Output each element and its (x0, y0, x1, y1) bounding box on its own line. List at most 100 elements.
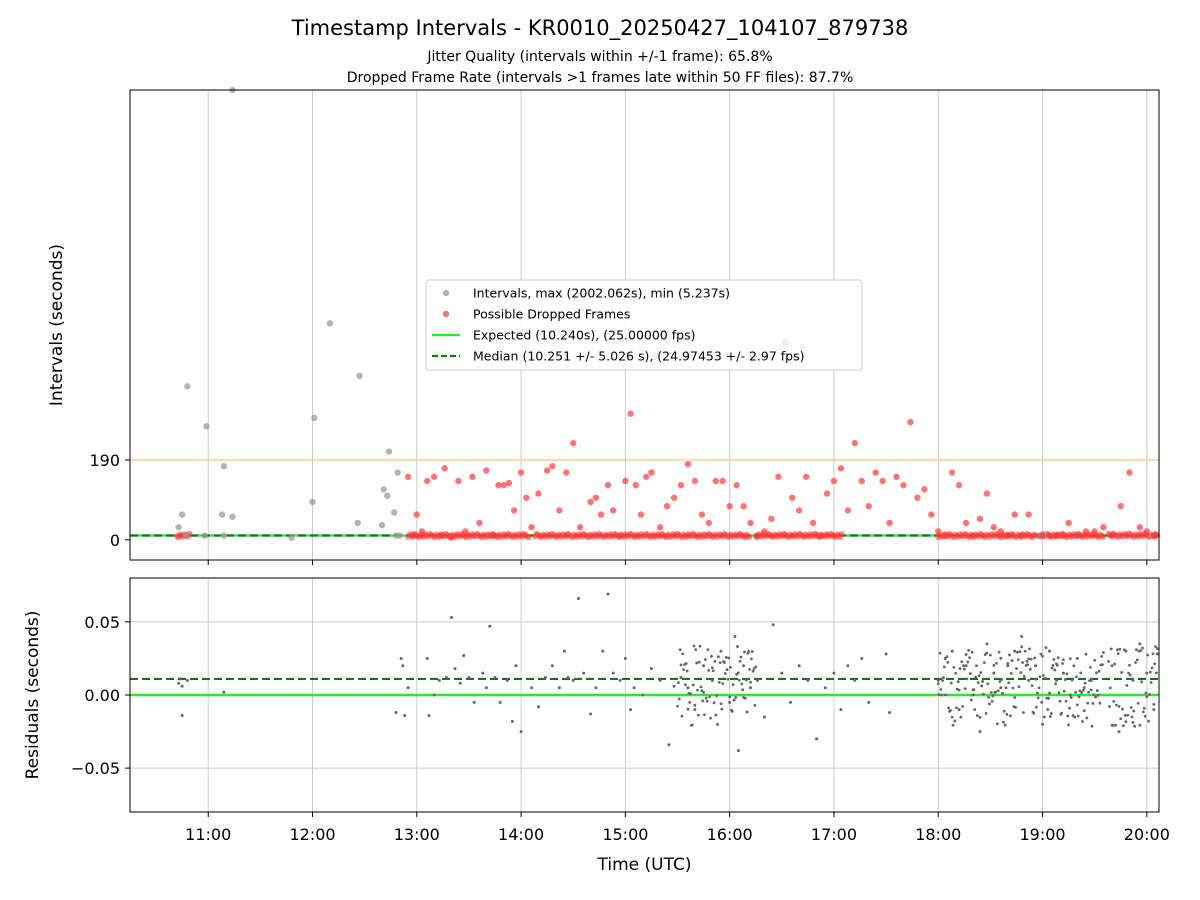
residual-point (754, 665, 758, 669)
residual-point (498, 700, 502, 704)
residual-point (738, 659, 742, 663)
residual-point (984, 711, 988, 715)
dropped-frame-point (907, 418, 914, 426)
dropped-frame-point (1074, 532, 1081, 539)
residual-point (530, 686, 534, 690)
top-y-tick-label: 190 (89, 451, 120, 470)
residual-point (723, 672, 727, 675)
residual-point (985, 651, 989, 655)
residual-point (594, 686, 598, 690)
interval-point (220, 463, 228, 470)
legend-label: Possible Dropped Frames (473, 307, 630, 322)
residual-point (1082, 709, 1086, 713)
residual-point (711, 669, 715, 673)
residual-point (939, 688, 943, 691)
residual-point (1034, 664, 1038, 668)
residual-point (686, 686, 690, 690)
residual-point (732, 698, 736, 702)
residual-point (1006, 662, 1010, 665)
dropped-frame-point (1004, 532, 1011, 539)
residual-point (576, 596, 580, 600)
residual-point (716, 655, 720, 659)
residual-point (1025, 660, 1029, 663)
dropped-frame-point (592, 494, 600, 501)
residual-point (1041, 722, 1045, 726)
residual-point (649, 667, 653, 671)
residual-point (1015, 667, 1018, 671)
residual-point (472, 700, 476, 704)
residual-point (1150, 666, 1154, 670)
dropped-frame-point (886, 519, 893, 527)
residual-point (797, 664, 801, 668)
residual-point (676, 681, 680, 684)
residual-point (705, 699, 709, 703)
dropped-frame-point (955, 481, 963, 489)
residual-point (753, 703, 757, 707)
residual-point (975, 664, 978, 668)
residual-point (1048, 715, 1052, 718)
residual-point (589, 712, 593, 716)
dropped-frame-point (1046, 532, 1053, 539)
dropped-frame-point (726, 502, 733, 510)
interval-point (201, 532, 208, 539)
residual-point (999, 656, 1003, 660)
residual-point (505, 678, 509, 682)
residual-point (1088, 666, 1092, 669)
residual-point (1080, 691, 1084, 694)
dropped-frame-point (535, 490, 542, 497)
residual-point (959, 715, 963, 719)
residual-point (969, 672, 972, 675)
residual-point (444, 675, 448, 679)
residual-point (789, 700, 793, 704)
residual-point (1112, 700, 1116, 703)
dropped-frame-point (719, 477, 726, 485)
residual-point (680, 714, 684, 718)
dropped-frame-point (837, 465, 845, 472)
residual-point (943, 656, 947, 660)
residual-point (953, 719, 957, 723)
top-y-tick-label: 0 (110, 531, 120, 550)
dropped-frame-point (510, 507, 518, 514)
residual-point (1130, 715, 1134, 719)
residual-point (962, 667, 966, 671)
residual-point (714, 713, 718, 717)
residual-point (679, 663, 683, 667)
residual-point (1035, 705, 1038, 709)
residual-point (972, 688, 976, 691)
dropped-frame-point (914, 494, 921, 501)
residual-point (1078, 689, 1082, 693)
residual-point (749, 686, 753, 690)
residual-point (736, 671, 740, 675)
residual-point (437, 678, 441, 682)
dropped-frame-point (865, 502, 872, 510)
residual-point (1011, 686, 1015, 690)
residual-point (514, 664, 518, 668)
residual-point (1108, 705, 1111, 708)
dropped-frame-point (969, 532, 977, 539)
dropped-frame-point (990, 524, 998, 531)
residual-point (1107, 659, 1110, 663)
dropped-frame-point (747, 519, 754, 527)
residual-point (1148, 670, 1152, 674)
residual-point (739, 655, 743, 659)
interval-point (385, 448, 393, 455)
residual-point (481, 671, 485, 675)
residual-point (1039, 652, 1043, 656)
residual-point (1068, 706, 1071, 710)
residual-point (771, 623, 775, 627)
interval-point (326, 320, 334, 327)
residual-point (1002, 709, 1006, 713)
residual-point (623, 656, 627, 660)
legend-dropped-marker (442, 310, 450, 318)
residual-point (853, 678, 857, 682)
residual-point (1070, 678, 1074, 682)
residual-point (543, 675, 547, 679)
residual-point (1010, 659, 1014, 662)
residual-point (1140, 680, 1144, 684)
residual-point (977, 674, 981, 678)
residual-point (1145, 671, 1149, 675)
legend-label: Intervals, max (2002.062s), min (5.237s) (473, 286, 730, 301)
residual-point (991, 694, 995, 698)
dropped-frame-point (789, 494, 796, 501)
residual-point (713, 659, 717, 663)
